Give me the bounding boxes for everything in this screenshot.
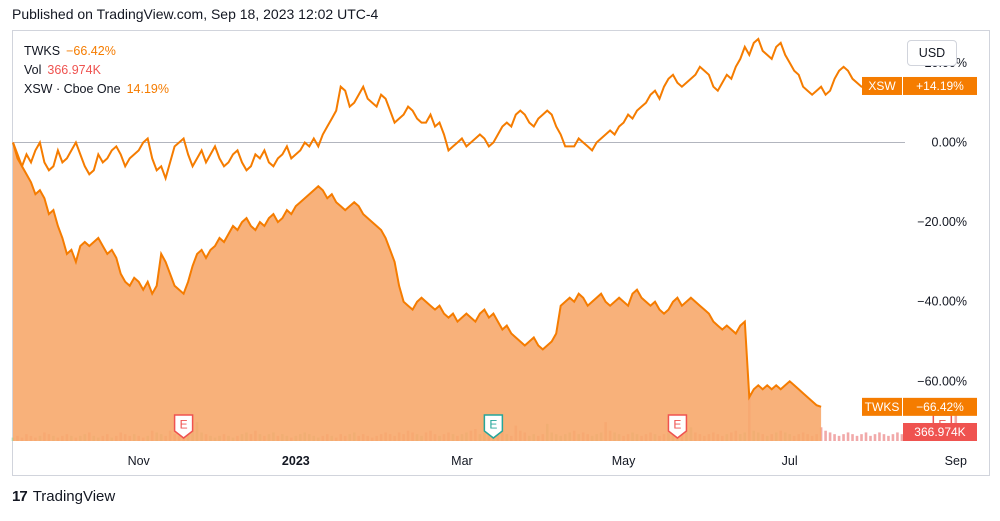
legend-symbol: XSW · Cboe One [24,82,121,96]
series-tag-symbol-text: XSW [868,79,896,93]
volume-bar [819,427,823,441]
volume-bar [873,434,877,441]
x-tick-label: Nov [128,454,151,468]
earnings-marker[interactable] [173,414,194,439]
volume-bar [878,432,881,441]
volume-tag [903,423,977,441]
earnings-marker[interactable] [667,414,688,439]
series-tag-value [903,76,977,95]
y-tick-label: −40.00% [917,295,967,309]
tradingview-logo-icon: 17 [12,488,28,505]
twks-line[interactable] [12,142,822,408]
legend-value: 366.974K [47,63,101,77]
volume-bar [846,432,850,441]
legend-symbol: TWKS [24,44,61,58]
legend-value: 14.19% [126,82,169,96]
legend-symbol: Vol [24,63,42,77]
volume-bar [900,434,904,441]
footer-brand[interactable]: 17 TradingView [12,488,115,505]
volume-bar [891,434,895,441]
volume-bar [887,435,890,441]
volume-tag-text: 366.974K [914,425,965,439]
volume-bar [828,432,832,441]
volume-bar [842,434,845,441]
x-tick-label: Sep [945,454,967,468]
series-tag-symbol-text: TWKS [865,400,900,414]
legend-twks[interactable]: TWKS −66.42% [24,42,169,61]
volume-bar [851,434,854,441]
volume-bar [869,435,872,441]
chart-frame [12,30,990,476]
series-tag-value-text: −66.42% [916,400,964,414]
volume-bar [860,434,863,441]
volume-bar [824,430,827,441]
x-tick-label: Jul [782,454,798,468]
earnings-label: E [180,418,188,432]
series-tag-value-text: +14.19% [916,79,964,93]
x-tick-label: 2023 [282,454,310,468]
earnings-label: E [489,418,497,432]
earnings-marker[interactable] [483,414,504,439]
y-tick-label: −60.00% [917,374,967,388]
y-tick-label: 0.00% [932,135,967,149]
series-tag-symbol [862,397,902,416]
volume-bar [855,435,859,441]
volume-bar [896,432,899,441]
twks-area [13,142,822,441]
x-tick-label: May [612,454,636,468]
x-tick-label: Mar [451,454,473,468]
xsw-line[interactable] [12,37,867,182]
series-tag-symbol [862,76,902,95]
legend-value: −66.42% [66,44,116,58]
volume-bar [833,434,836,441]
volume-bar [864,432,868,441]
legend-vol[interactable]: Vol 366.974K [24,61,169,80]
volume-bar [837,435,841,441]
legend-xsw[interactable]: XSW · Cboe One 14.19% [24,80,169,99]
y-tick-label: −20.00% [917,215,967,229]
brand-name: TradingView [32,488,116,505]
chart-legend: TWKS −66.42% Vol 366.974K XSW · Cboe One 14… [24,42,169,99]
currency-button[interactable]: USD [907,40,957,66]
published-note: Published on TradingView.com, Sep 18, 20… [12,6,379,22]
volume-bar [882,434,886,441]
earnings-label: E [673,418,681,432]
series-tag-value [903,397,977,416]
